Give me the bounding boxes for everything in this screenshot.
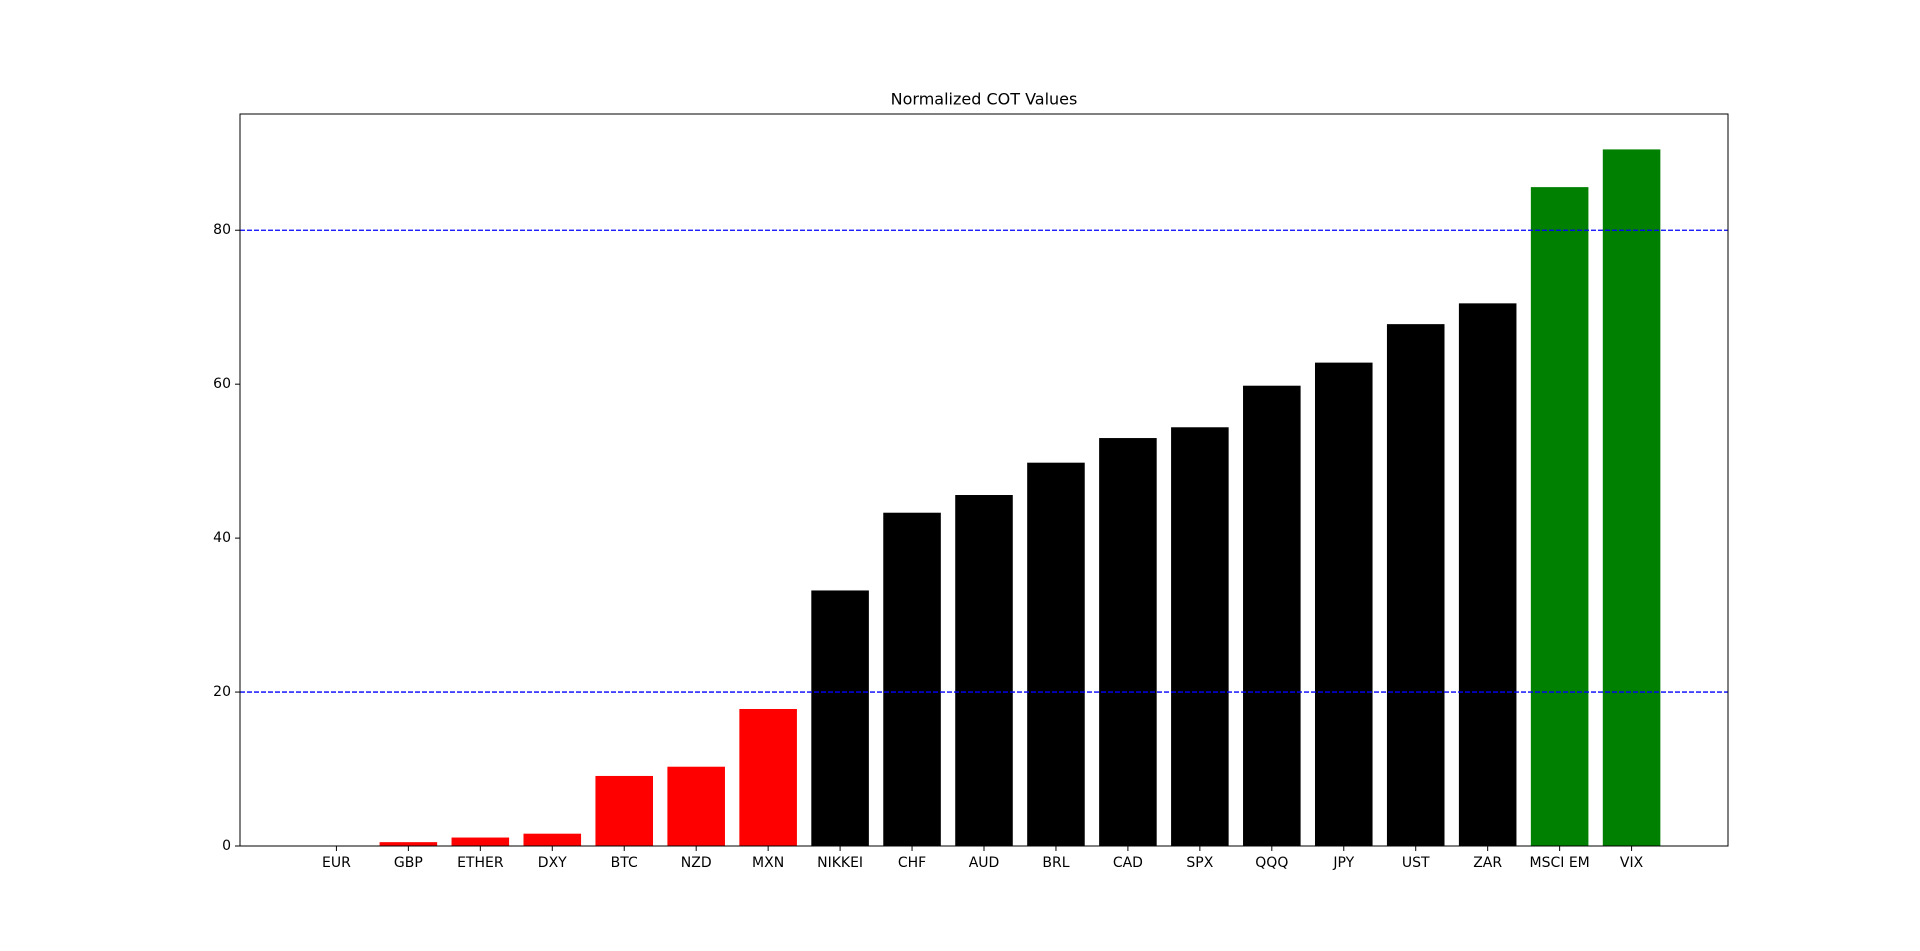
bar <box>379 842 438 846</box>
x-tick-label: NZD <box>681 855 712 871</box>
plot-frame <box>239 113 1729 847</box>
x-tick-label: BTC <box>611 855 638 871</box>
bar <box>1099 438 1157 846</box>
x-tick-label: NIKKEI <box>817 855 863 871</box>
bar <box>811 590 869 846</box>
x-tick-label: AUD <box>969 855 1000 871</box>
x-tick-label: JPY <box>1332 855 1354 871</box>
bar <box>1027 462 1085 846</box>
bar <box>955 495 1013 846</box>
bar <box>1386 324 1445 846</box>
x-tick-label: ZAR <box>1473 855 1502 871</box>
y-tick-label: 60 <box>213 376 231 392</box>
y-tick-label: 0 <box>222 838 231 854</box>
bar <box>1602 149 1661 847</box>
x-tick-label: DXY <box>538 855 567 871</box>
x-tick-label: MXN <box>752 855 784 871</box>
x-tick-label: VIX <box>1620 855 1644 871</box>
x-tick-label: GBP <box>394 855 423 871</box>
y-tick-label: 20 <box>213 684 231 700</box>
x-tick-label: SPX <box>1186 855 1213 871</box>
x-tick-label: CHF <box>898 855 926 871</box>
y-tick-label: 40 <box>213 530 231 546</box>
x-tick-label: UST <box>1402 855 1430 871</box>
bar <box>1314 362 1373 846</box>
bar <box>1530 187 1589 846</box>
y-tick-label: 80 <box>213 222 231 238</box>
bar <box>883 512 941 846</box>
bar <box>523 833 582 846</box>
x-tick-label: ETHER <box>457 855 504 871</box>
x-tick-label: EUR <box>322 855 351 871</box>
bar <box>1458 303 1517 846</box>
bar <box>667 766 725 846</box>
bar <box>595 775 654 846</box>
bar <box>739 708 797 846</box>
x-tick-label: QQQ <box>1255 855 1288 871</box>
bar <box>1171 427 1229 846</box>
chart-title: Normalized COT Values <box>891 90 1078 109</box>
bar <box>1243 385 1301 846</box>
bar <box>451 837 510 846</box>
x-tick-label: BRL <box>1042 855 1069 871</box>
x-tick-label: MSCI EM <box>1530 855 1590 871</box>
x-tick-label: CAD <box>1113 855 1143 871</box>
